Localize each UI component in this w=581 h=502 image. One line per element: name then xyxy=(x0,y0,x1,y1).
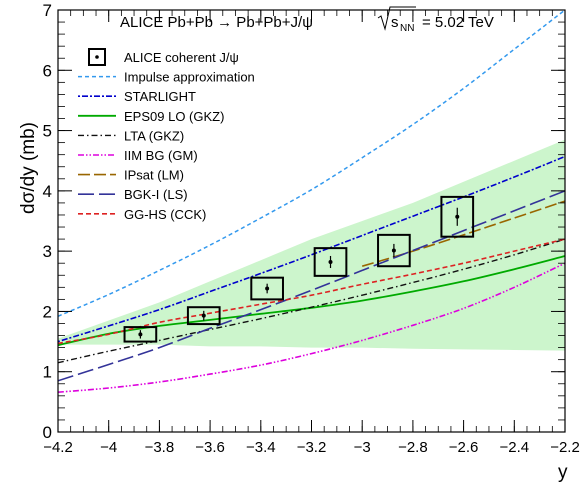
series-line-iim-bg-gm xyxy=(58,262,565,393)
legend: ALICE coherent J/ψ Impulse approximation S… xyxy=(78,48,255,222)
legend-label: GG-HS (CCK) xyxy=(124,207,206,222)
x-tick-label: −3.8 xyxy=(145,439,175,456)
y-tick-label: 5 xyxy=(43,122,52,141)
y-tick-label: 7 xyxy=(43,1,52,20)
data-sys-box xyxy=(313,247,348,277)
x-tick-label: −4 xyxy=(100,439,117,456)
data-point xyxy=(391,248,396,253)
data-sys-box xyxy=(377,233,411,268)
legend-marker-data-box xyxy=(88,48,106,66)
x-tick-label: −2.4 xyxy=(499,439,529,456)
data-sys-box xyxy=(250,276,284,301)
title-right: = 5.02 TeV xyxy=(422,14,494,31)
legend-label: ALICE coherent J/ψ xyxy=(124,50,239,65)
y-tick-label: 1 xyxy=(43,363,52,382)
data-sys-box xyxy=(186,306,221,326)
legend-label: Impulse approximation xyxy=(124,70,255,85)
data-point xyxy=(138,332,143,337)
legend-label: IPsat (LM) xyxy=(124,168,184,183)
x-tick-label: −3.4 xyxy=(246,439,276,456)
legend-label: STARLIGHT xyxy=(124,89,196,104)
x-tick-label: −4.2 xyxy=(43,439,73,456)
y-tick-label: 0 xyxy=(43,423,52,442)
y-axis-label: dσ/dy (mb) xyxy=(18,122,39,214)
x-axis-label: y xyxy=(558,462,568,483)
sqrt-radical xyxy=(377,6,416,31)
x-tick-label: −2.2 xyxy=(550,439,580,456)
data-point xyxy=(265,286,270,291)
title-sqrt-s: s xyxy=(391,14,399,31)
legend-marker-data-point xyxy=(95,55,99,59)
y-tick-label: 6 xyxy=(43,61,52,80)
series-line-starlight xyxy=(58,155,565,343)
x-tick-label: −3.6 xyxy=(195,439,225,456)
x-tick-label: −3 xyxy=(354,439,371,456)
data-point xyxy=(455,214,460,219)
title-sqrt-subscript: NN xyxy=(400,23,414,34)
y-tick-label: 2 xyxy=(43,302,52,321)
axis-layer: −4.2 −4 −3.8 −3.6 −3.4 −3.2 −3 −2.8 −2.6 −2.4 −2.2… xyxy=(43,1,580,456)
x-tick-label: −3.2 xyxy=(297,439,327,456)
title-left: ALICE Pb+Pb → Pb+Pb+J/ψ xyxy=(120,14,313,31)
series-line-bgk-i-ls xyxy=(58,190,565,382)
x-tick-label: −2.8 xyxy=(398,439,428,456)
data-sys-box xyxy=(440,195,475,238)
band-eps09-uncertainty xyxy=(58,139,565,351)
series-line-impulse-approximation xyxy=(58,10,565,317)
data-points-layer xyxy=(123,195,475,343)
y-tick-label: 3 xyxy=(43,242,52,261)
chart-title: ALICE Pb+Pb → Pb+Pb+J/ψ s NN = 5.02 TeV xyxy=(120,6,494,34)
y-tick-label: 4 xyxy=(43,182,52,201)
legend-label: LTA (GKZ) xyxy=(124,128,184,143)
legend-label: EPS09 LO (GKZ) xyxy=(124,109,224,124)
x-tick-label: −2.6 xyxy=(449,439,479,456)
data-point xyxy=(328,259,333,264)
series-line-lta-gkz xyxy=(58,238,565,364)
uncertainty-band-layer xyxy=(58,139,565,351)
legend-label: BGK-I (LS) xyxy=(124,187,188,202)
legend-label: IIM BG (GM) xyxy=(124,148,198,163)
data-point xyxy=(201,313,206,318)
series-line-gg-hs-cck xyxy=(58,238,565,345)
data-sys-box xyxy=(123,326,158,343)
